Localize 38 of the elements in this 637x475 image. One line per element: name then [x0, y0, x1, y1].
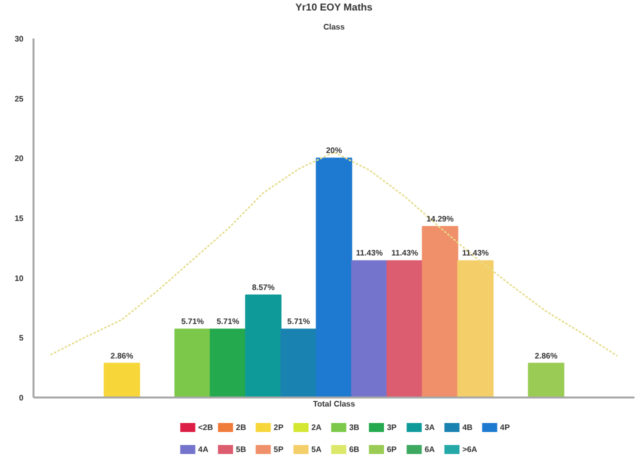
legend-label: 2P — [274, 423, 284, 432]
data-label: 5.71% — [181, 317, 204, 326]
data-label: 5.71% — [216, 317, 240, 326]
y-tick-label: 25 — [14, 94, 24, 104]
legend-label: 6P — [386, 445, 398, 454]
data-label: 2.86% — [110, 351, 134, 360]
legend-label: <2B — [198, 423, 214, 432]
legend-label: 3P — [386, 423, 398, 432]
data-label: 2.86% — [534, 351, 558, 360]
data-label: 14.29% — [426, 214, 454, 224]
y-tick-label: 30 — [14, 34, 24, 44]
data-label: 20% — [326, 146, 342, 156]
legend-label: 4P — [500, 423, 511, 432]
data-label: 5.71% — [287, 317, 310, 326]
data-label: 8.57% — [252, 282, 275, 292]
legend-label: >6A — [462, 445, 478, 454]
legend-label: 5P — [274, 445, 284, 454]
legend-label: 2B — [236, 423, 246, 432]
y-tick-label: 10 — [14, 274, 24, 283]
y-tick-label: 15 — [14, 214, 24, 223]
chart-subtitle: Class — [323, 22, 346, 32]
legend-label: 5A — [311, 445, 322, 454]
legend-label: 3B — [349, 423, 360, 432]
x-axis-title: Total Class — [312, 400, 356, 408]
legend-label: 5B — [236, 445, 246, 454]
chart-title: Yr10 EOY Maths — [295, 2, 373, 14]
legend-label: 2A — [311, 423, 322, 432]
legend-label: 6B — [349, 445, 360, 454]
data-label: 11.43% — [462, 248, 489, 258]
data-label: 11.43% — [356, 248, 383, 258]
y-tick-label: 5 — [19, 334, 24, 343]
legend-label: 4A — [198, 445, 209, 454]
data-label: 11.43% — [391, 248, 418, 258]
y-tick-label: 0 — [19, 394, 24, 402]
legend-label: 3A — [424, 423, 436, 432]
legend-label: 6A — [424, 445, 436, 454]
y-tick-label: 20 — [14, 154, 24, 164]
legend-label: 4B — [462, 423, 473, 432]
